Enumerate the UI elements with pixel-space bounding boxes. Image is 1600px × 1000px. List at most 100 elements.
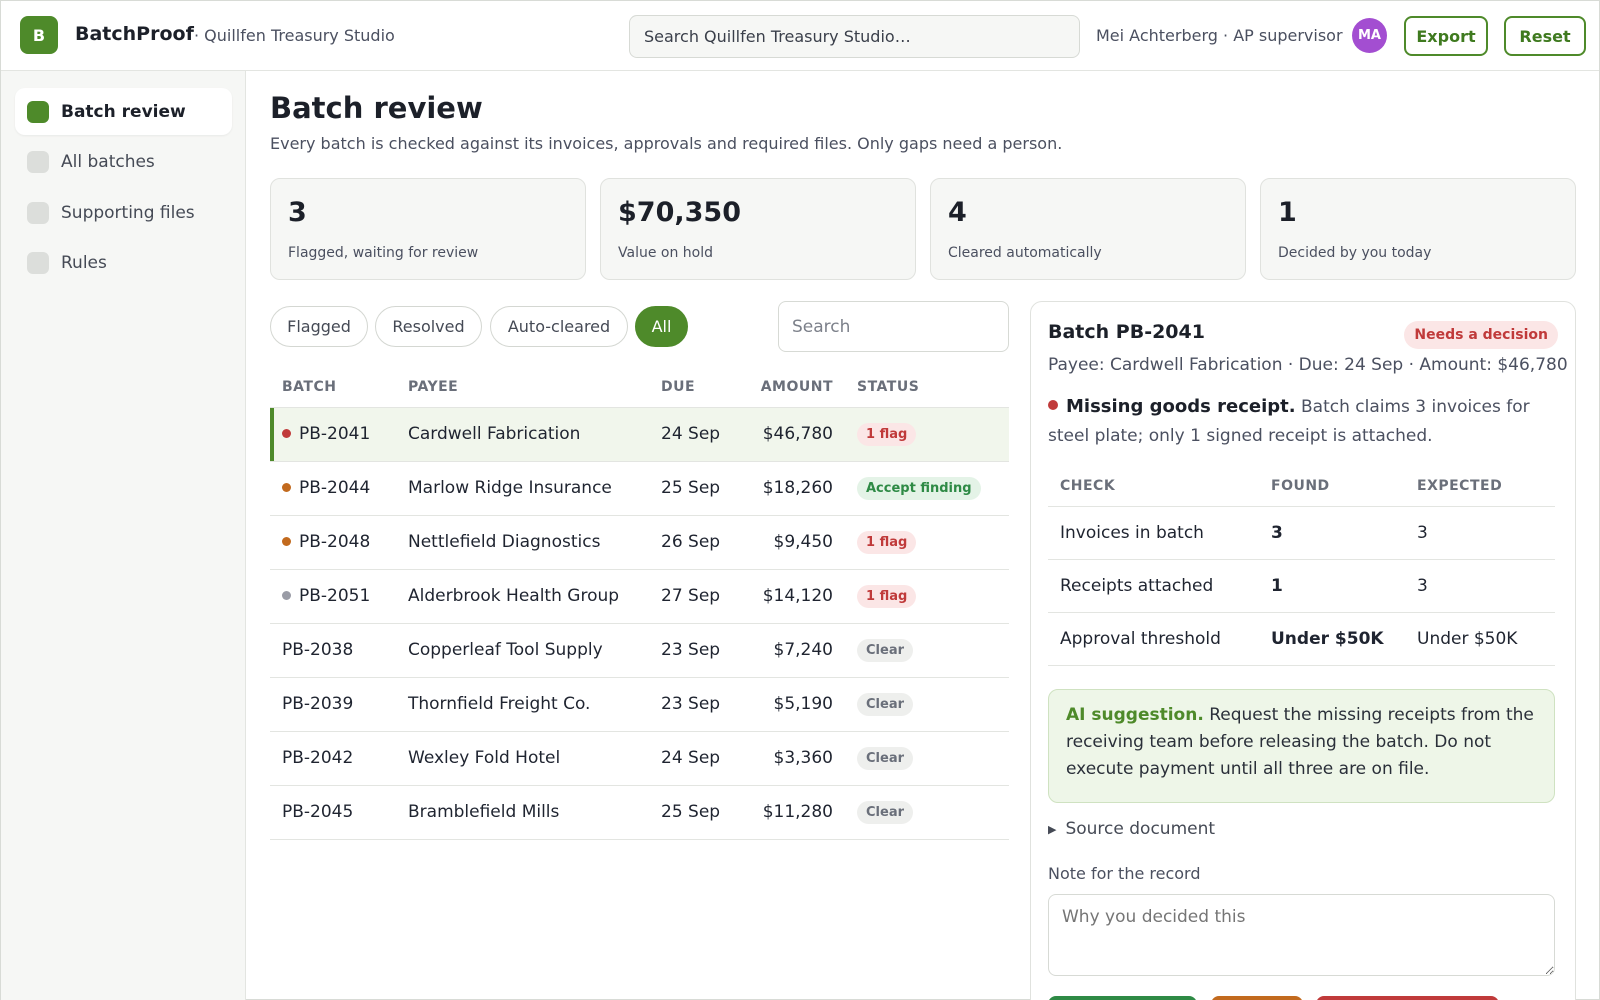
status-dot-icon <box>282 536 291 546</box>
sidebar-item-label: All batches <box>61 151 155 172</box>
status-dot-icon <box>282 428 291 438</box>
check-name: Invoices in batch <box>1048 506 1259 560</box>
sidebar-item-rules[interactable]: Rules <box>15 239 232 286</box>
batch-table: BATCH PAYEE DUE AMOUNT STATUS PB-2041 Car… <box>270 367 1009 840</box>
filter-chip-resolved[interactable]: Resolved <box>375 306 482 347</box>
check-found: 1 <box>1259 559 1405 613</box>
stat-value: 1 <box>1278 197 1297 228</box>
global-search-input[interactable]: Search Quillfen Treasury Studio… <box>629 15 1080 58</box>
app-header: B BatchProof · Quillfen Treasury Studio … <box>1 1 1599 71</box>
batch-id: PB-2044 <box>299 478 371 498</box>
amount-cell: $11,280 <box>739 785 845 840</box>
table-row[interactable]: PB-2051 Alderbrook Health Group 27 Sep $14,… <box>270 569 1009 624</box>
filter-chip-auto-cleared[interactable]: Auto-cleared <box>490 306 628 347</box>
batch-id-cell: PB-2051 <box>270 569 396 624</box>
col-header-found: FOUND <box>1259 466 1405 507</box>
batch-id: PB-2039 <box>282 694 354 714</box>
stat-card-flagged: 3 Flagged, waiting for review <box>270 178 586 280</box>
stat-card-cleared: 4 Cleared automatically <box>930 178 1246 280</box>
batch-id: PB-2051 <box>299 586 371 606</box>
stat-label: Flagged, waiting for review <box>288 245 479 261</box>
batch-id: PB-2048 <box>299 532 371 552</box>
source-document-toggle[interactable]: ▶ Source document <box>1048 819 1215 839</box>
status-cell: Clear <box>845 623 1009 678</box>
col-header-amount[interactable]: AMOUNT <box>739 367 845 408</box>
reject-action-button[interactable] <box>1316 996 1499 1000</box>
table-row[interactable]: PB-2039 Thornfield Freight Co. 23 Sep $5,19… <box>270 677 1009 732</box>
col-header-payee[interactable]: PAYEE <box>396 367 649 408</box>
filter-chip-flagged[interactable]: Flagged <box>270 306 368 347</box>
table-row[interactable]: PB-2042 Wexley Fold Hotel 24 Sep $3,360 Clea… <box>270 731 1009 786</box>
table-row[interactable]: PB-2041 Cardwell Fabrication 24 Sep $46,780… <box>270 407 1009 462</box>
status-cell: Clear <box>845 731 1009 786</box>
app-name: BatchProof <box>75 23 194 45</box>
status-dot-icon <box>282 590 291 600</box>
status-dot-icon <box>282 482 291 492</box>
payee-cell: Marlow Ridge Insurance <box>396 461 649 516</box>
decision-status-badge: Needs a decision <box>1404 321 1558 349</box>
stat-label: Decided by you today <box>1278 245 1432 261</box>
filter-chip-all[interactable]: All <box>635 306 688 347</box>
payee-cell: Cardwell Fabrication <box>396 407 649 462</box>
sidebar-item-all-batches[interactable]: All batches <box>15 138 232 185</box>
table-row[interactable]: PB-2045 Bramblefield Mills 25 Sep $11,280 Cl… <box>270 785 1009 840</box>
batch-id-cell: PB-2044 <box>270 461 396 516</box>
status-badge: 1 flag <box>857 584 917 608</box>
sidebar-item-batch-review[interactable]: Batch review <box>15 88 232 135</box>
due-cell: 25 Sep <box>649 461 739 516</box>
hold-action-button[interactable] <box>1211 996 1303 1000</box>
stat-value: 4 <box>948 197 967 228</box>
supporting-files-icon <box>27 201 49 224</box>
batch-id-cell: PB-2041 <box>270 407 396 462</box>
check-row: Approval threshold Under $50K Under $50K <box>1048 612 1555 666</box>
batch-id-cell: PB-2042 <box>270 731 396 786</box>
amount-cell: $7,240 <box>739 623 845 678</box>
stat-label: Value on hold <box>618 245 713 261</box>
approve-action-button[interactable] <box>1048 996 1197 1000</box>
due-cell: 25 Sep <box>649 785 739 840</box>
status-cell: Accept finding <box>845 461 1009 516</box>
status-cell: 1 flag <box>845 515 1009 570</box>
due-cell: 23 Sep <box>649 623 739 678</box>
status-cell: 1 flag <box>845 569 1009 624</box>
org-name: · Quillfen Treasury Studio <box>194 26 395 45</box>
status-badge: Clear <box>857 692 913 716</box>
table-row[interactable]: PB-2048 Nettlefield Diagnostics 26 Sep $9,4… <box>270 515 1009 570</box>
col-header-due[interactable]: DUE <box>649 367 739 408</box>
ai-suggestion: AI suggestion. Request the missing recei… <box>1048 689 1555 803</box>
reset-button[interactable]: Reset <box>1504 16 1586 56</box>
col-header-status[interactable]: STATUS <box>845 367 1009 408</box>
amount-cell: $46,780 <box>739 407 845 462</box>
all-batches-icon <box>27 150 49 173</box>
payee-cell: Copperleaf Tool Supply <box>396 623 649 678</box>
check-found: Under $50K <box>1259 612 1405 666</box>
note-field[interactable] <box>1048 894 1555 976</box>
amount-cell: $3,360 <box>739 731 845 786</box>
amount-cell: $18,260 <box>739 461 845 516</box>
batch-id: PB-2041 <box>299 424 371 444</box>
finding-title: Missing goods receipt. <box>1066 396 1296 417</box>
batch-search-input[interactable]: Search <box>778 301 1009 352</box>
status-badge: Clear <box>857 800 913 824</box>
table-header-row: BATCH PAYEE DUE AMOUNT STATUS <box>270 367 1009 408</box>
payee-cell: Alderbrook Health Group <box>396 569 649 624</box>
payee-cell: Wexley Fold Hotel <box>396 731 649 786</box>
export-button[interactable]: Export <box>1404 16 1488 56</box>
check-expected: Under $50K <box>1405 612 1555 666</box>
finding-text: Batch claims 3 invoices for steel plate;… <box>1048 397 1530 446</box>
check-row: Invoices in batch 3 3 <box>1048 506 1555 560</box>
user-name: Mei Achterberg · AP supervisor <box>1096 26 1343 45</box>
sidebar-item-label: Rules <box>61 252 107 273</box>
amount-cell: $14,120 <box>739 569 845 624</box>
table-row[interactable]: PB-2038 Copperleaf Tool Supply 23 Sep $7,24… <box>270 623 1009 678</box>
finding-summary: Missing goods receipt. Batch claims 3 in… <box>1048 392 1558 451</box>
table-row[interactable]: PB-2044 Marlow Ridge Insurance 25 Sep $18,2… <box>270 461 1009 516</box>
due-cell: 26 Sep <box>649 515 739 570</box>
status-cell: 1 flag <box>845 407 1009 462</box>
avatar[interactable]: MA <box>1352 18 1387 53</box>
batch-id-cell: PB-2048 <box>270 515 396 570</box>
col-header-batch[interactable]: BATCH <box>270 367 396 408</box>
batch-id: PB-2045 <box>282 802 354 822</box>
sidebar-item-supporting-files[interactable]: Supporting files <box>15 189 232 236</box>
app-logo: B <box>20 16 58 54</box>
